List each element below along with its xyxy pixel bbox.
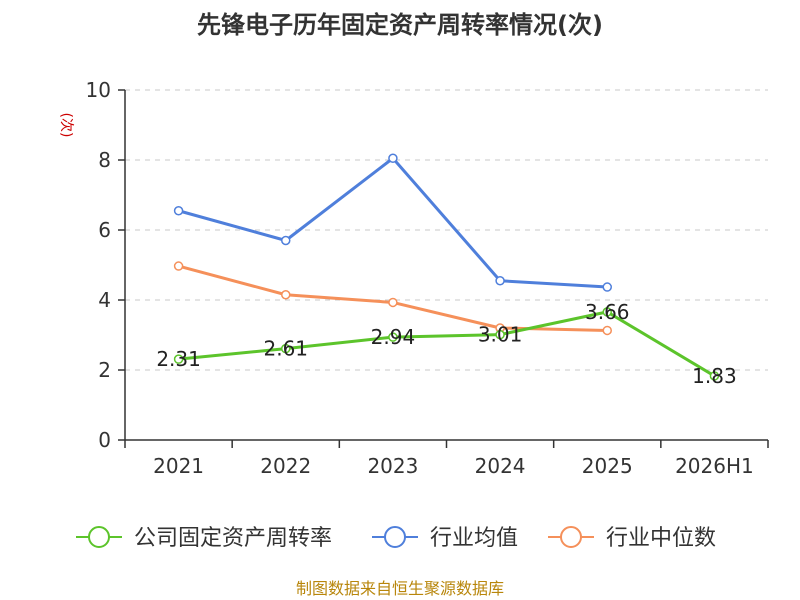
source-note: 制图数据来自恒生聚源数据库 bbox=[296, 579, 504, 598]
data-label: 2.31 bbox=[156, 347, 201, 371]
data-point bbox=[281, 235, 291, 246]
data-label: 3.66 bbox=[585, 300, 630, 324]
y-tick-label: 8 bbox=[98, 148, 111, 172]
data-labels: 2.31 2.61 2.94 3.01 3.66 1.83 bbox=[156, 300, 736, 388]
axes: 0 2 4 6 8 10 2021 2022 2023 2024 2025 2026H1 bbox=[86, 78, 769, 478]
data-point bbox=[709, 371, 720, 381]
data-label: 2.94 bbox=[371, 325, 416, 349]
x-tick-label: 2022 bbox=[260, 454, 311, 478]
data-point bbox=[173, 261, 184, 271]
data-point bbox=[602, 282, 612, 292]
data-point bbox=[388, 153, 398, 163]
x-tick-label: 2025 bbox=[582, 454, 633, 478]
y-axis-label: (次) bbox=[58, 113, 74, 138]
series-layer bbox=[173, 153, 720, 381]
y-tick-label: 4 bbox=[98, 288, 111, 312]
data-point bbox=[388, 297, 398, 308]
data-point bbox=[281, 343, 291, 354]
data-point bbox=[602, 325, 612, 336]
chart-title: 先锋电子历年固定资产周转率情况(次) bbox=[197, 11, 603, 39]
y-tick-label: 0 bbox=[98, 428, 111, 452]
legend: 公司固定资产周转率 行业均值 行业中位数 bbox=[76, 526, 716, 551]
grid-lines bbox=[125, 89, 768, 371]
series-line bbox=[178, 310, 716, 378]
data-label: 3.01 bbox=[478, 323, 523, 347]
data-point bbox=[173, 354, 184, 364]
data-point bbox=[495, 329, 505, 340]
y-tick-label: 10 bbox=[86, 78, 111, 102]
legend-swatch-marker bbox=[384, 526, 406, 548]
series-line bbox=[178, 156, 608, 289]
data-point bbox=[388, 332, 398, 342]
x-tick-label: 2023 bbox=[367, 454, 418, 478]
y-tick-label: 6 bbox=[98, 218, 111, 242]
x-tick-label: 2024 bbox=[475, 454, 526, 478]
data-label: 2.61 bbox=[263, 337, 308, 361]
legend-label: 行业中位数 bbox=[606, 526, 716, 551]
legend-swatch-marker bbox=[88, 526, 110, 548]
legend-label: 行业均值 bbox=[430, 526, 518, 551]
data-point bbox=[602, 307, 612, 317]
data-point bbox=[281, 290, 291, 300]
data-point bbox=[495, 276, 505, 286]
legend-swatch-marker bbox=[560, 526, 582, 548]
y-tick-label: 2 bbox=[98, 358, 111, 382]
data-point bbox=[173, 206, 184, 216]
x-tick-label: 2026H1 bbox=[675, 454, 754, 478]
legend-label: 公司固定资产周转率 bbox=[134, 526, 332, 551]
data-label: 1.83 bbox=[692, 364, 737, 388]
x-tick-label: 2021 bbox=[153, 454, 204, 478]
